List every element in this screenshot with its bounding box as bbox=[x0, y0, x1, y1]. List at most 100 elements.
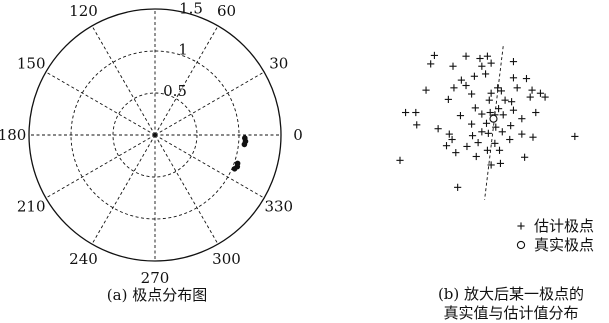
estimated-pole-marker bbox=[463, 142, 471, 151]
estimated-pole-marker bbox=[491, 139, 499, 147]
polar-caption: (a) 极点分布图 bbox=[107, 286, 207, 304]
estimated-pole-marker bbox=[412, 108, 420, 117]
angle-tick-label: 0 bbox=[293, 126, 303, 144]
polar-outer-circle bbox=[28, 8, 282, 262]
estimated-pole-marker bbox=[474, 139, 482, 147]
estimated-pole-marker bbox=[507, 122, 515, 130]
angle-tick-label: 90 bbox=[145, 0, 164, 1]
estimated-pole-marker bbox=[454, 183, 462, 191]
legend-label-true: 真实极点 bbox=[534, 236, 594, 254]
polar-data-point bbox=[234, 160, 241, 167]
estimated-pole-marker bbox=[484, 129, 492, 137]
angle-tick-label: 150 bbox=[17, 55, 46, 73]
polar-data-point bbox=[242, 135, 248, 141]
polar-spoke-120 bbox=[91, 25, 156, 136]
estimated-pole-marker bbox=[444, 95, 452, 103]
estimated-pole-marker bbox=[483, 52, 492, 60]
estimated-pole-marker bbox=[541, 93, 549, 101]
estimated-pole-marker bbox=[462, 52, 470, 60]
angle-tick-label: 120 bbox=[69, 2, 98, 20]
true-pole-marker bbox=[489, 114, 498, 123]
estimated-pole-marker bbox=[445, 130, 453, 138]
estimated-pole-marker bbox=[522, 74, 531, 83]
estimated-pole-marker bbox=[478, 62, 486, 70]
legend-circle-marker bbox=[516, 240, 526, 250]
estimated-pole-marker bbox=[487, 89, 495, 97]
polar-spoke-300 bbox=[154, 134, 219, 245]
polar-spoke-30 bbox=[154, 71, 265, 136]
estimated-pole-marker bbox=[528, 86, 536, 94]
scatter-caption-line-2: 真实值与估计值分布 bbox=[443, 304, 578, 322]
estimated-pole-marker bbox=[449, 62, 457, 70]
estimated-pole-marker bbox=[486, 108, 494, 117]
legend-item-estimated: 估计极点 bbox=[517, 217, 594, 235]
polar-angle-labels: 0 30 60 90 120 150 180 210 240 270 300 330 bbox=[0, 0, 303, 287]
estimated-pole-marker bbox=[452, 149, 460, 157]
estimated-pole-marker bbox=[492, 123, 500, 131]
estimated-pole-marker bbox=[413, 121, 421, 129]
angle-tick-label: 180 bbox=[0, 126, 26, 144]
estimated-pole-marker bbox=[532, 108, 540, 117]
polar-chart: 0306090120150180210240270300330 0.511.5 … bbox=[0, 0, 303, 304]
legend-plus-glyph bbox=[517, 222, 525, 230]
estimated-pole-marker bbox=[456, 112, 465, 120]
estimated-pole-marker bbox=[509, 58, 518, 66]
polar-spoke-210 bbox=[45, 134, 156, 199]
estimated-pole-marker bbox=[422, 86, 430, 94]
polar-ring-0 bbox=[112, 92, 198, 178]
scatter-points bbox=[396, 51, 579, 191]
estimated-pole-marker bbox=[396, 156, 404, 164]
estimated-pole-marker bbox=[501, 96, 509, 104]
scatter-chart: 估计极点 真实极点 (b) 放大后某一极点的 真实值与估计值分布 bbox=[396, 46, 594, 322]
polar-grid bbox=[28, 8, 282, 262]
scatter-caption-line-1: (b) 放大后某一极点的 bbox=[438, 285, 584, 303]
estimated-pole-marker bbox=[482, 119, 491, 127]
legend-circle-glyph bbox=[516, 240, 526, 250]
estimated-pole-marker bbox=[497, 87, 505, 95]
estimated-pole-marker bbox=[571, 132, 579, 141]
angle-tick-label: 330 bbox=[264, 198, 293, 216]
estimated-pole-marker bbox=[472, 152, 480, 161]
polar-spoke-330 bbox=[154, 134, 265, 199]
estimated-pole-marker bbox=[494, 105, 503, 113]
estimated-pole-marker bbox=[526, 93, 534, 101]
estimated-pole-marker bbox=[529, 133, 537, 141]
estimated-pole-marker bbox=[468, 132, 477, 140]
estimated-pole-marker bbox=[513, 84, 521, 92]
estimated-pole-marker bbox=[430, 51, 439, 60]
estimated-pole-marker bbox=[498, 128, 506, 136]
estimated-pole-marker bbox=[509, 74, 518, 82]
polar-radial-labels: 0.5 1 1.5 bbox=[163, 0, 203, 100]
radial-tick-label: 0.5 bbox=[163, 82, 187, 100]
estimated-pole-marker bbox=[468, 120, 476, 128]
angle-tick-label: 210 bbox=[17, 198, 46, 216]
radial-tick-label: 1 bbox=[178, 41, 188, 59]
dashed-trend-line bbox=[484, 46, 504, 200]
estimated-pole-marker bbox=[494, 84, 502, 92]
estimated-pole-marker bbox=[476, 54, 484, 63]
estimated-pole-marker bbox=[427, 60, 435, 68]
estimated-pole-marker bbox=[434, 125, 442, 133]
estimated-pole-marker bbox=[448, 135, 456, 144]
estimated-pole-marker bbox=[487, 161, 495, 169]
estimated-pole-marker bbox=[401, 108, 410, 117]
estimated-pole-marker bbox=[499, 111, 507, 119]
angle-tick-label: 60 bbox=[217, 2, 236, 20]
estimated-pole-marker bbox=[487, 59, 495, 67]
estimated-pole-marker bbox=[536, 89, 545, 97]
estimated-pole-marker bbox=[518, 115, 526, 123]
radial-tick-label: 1.5 bbox=[179, 0, 203, 17]
estimated-pole-marker bbox=[506, 135, 514, 144]
estimated-pole-marker bbox=[521, 153, 529, 161]
legend-label-estimated: 估计极点 bbox=[534, 217, 594, 235]
estimated-pole-marker bbox=[462, 81, 470, 90]
polar-points bbox=[231, 135, 249, 172]
estimated-pole-marker bbox=[518, 130, 526, 138]
estimated-pole-marker bbox=[478, 128, 486, 136]
estimated-pole-marker bbox=[495, 146, 504, 154]
angle-tick-label: 30 bbox=[269, 55, 288, 73]
polar-spoke-240 bbox=[91, 134, 156, 245]
estimated-pole-marker bbox=[450, 84, 458, 92]
angle-tick-label: 240 bbox=[69, 250, 98, 268]
estimated-pole-marker bbox=[470, 72, 478, 80]
